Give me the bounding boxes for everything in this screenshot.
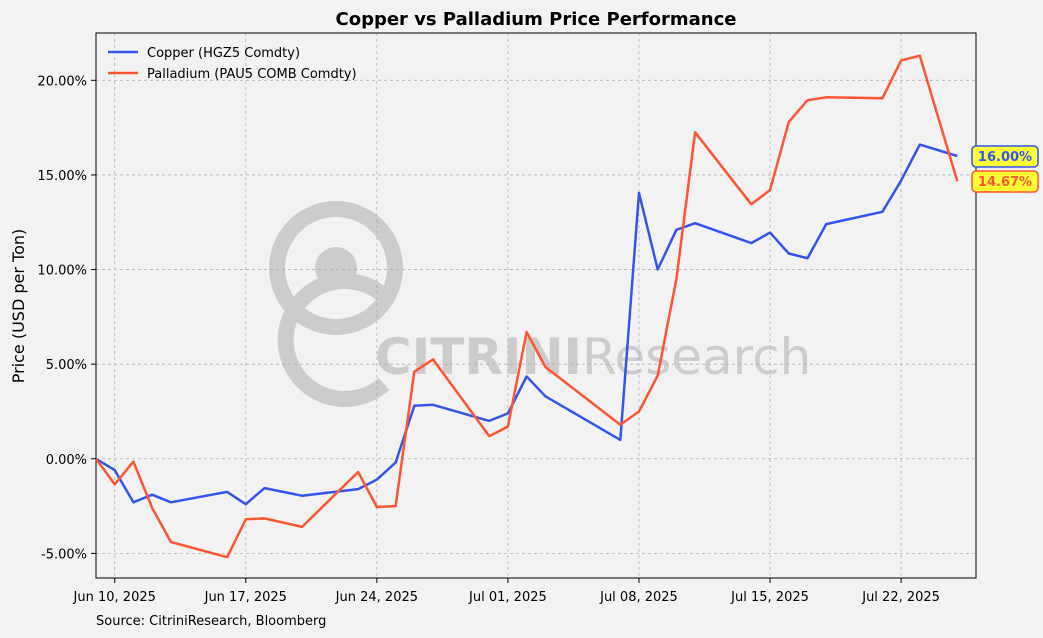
watermark-strong: CITRINI (375, 328, 582, 386)
y-tick-label: 15.00% (37, 169, 87, 184)
series-line-palladium (94, 54, 959, 559)
gridlines (96, 33, 976, 578)
legend-label-copper: Copper (HGZ5 Comdty) (147, 46, 300, 61)
end-label-palladium-text: 14.67% (978, 175, 1032, 190)
x-tick-label: Jul 22, 2025 (861, 590, 940, 605)
y-tick-label: 20.00% (37, 74, 87, 89)
y-tick-label: 10.00% (37, 264, 87, 279)
chart-title: Copper vs Palladium Price Performance (336, 9, 737, 30)
x-tick-label: Jun 24, 2025 (335, 590, 418, 605)
y-axis-label: Price (USD per Ton) (9, 229, 28, 384)
end-value-labels: 16.00% 14.67% (971, 145, 1039, 193)
legend: Copper (HGZ5 Comdty) Palladium (PAU5 COM… (108, 46, 357, 82)
legend-label-palladium: Palladium (PAU5 COMB Comdty) (147, 67, 357, 82)
legend-item-copper: Copper (HGZ5 Comdty) (108, 46, 300, 61)
x-tick-label: Jul 01, 2025 (468, 590, 547, 605)
end-label-palladium: 14.67% (971, 170, 1039, 193)
citrini-watermark-logo: CITRINIResearch (269, 201, 811, 407)
x-tick-label: Jun 17, 2025 (204, 590, 287, 605)
citrini-watermark-text: CITRINIResearch (375, 328, 811, 386)
x-tick-label: Jul 08, 2025 (599, 590, 678, 605)
y-tick-label: 5.00% (46, 358, 87, 373)
x-tick-label: Jun 10, 2025 (73, 590, 156, 605)
source-note: Source: CitriniResearch, Bloomberg (96, 614, 326, 629)
end-label-copper-text: 16.00% (978, 150, 1032, 165)
end-label-copper-box (971, 145, 1039, 168)
end-label-palladium-box (971, 170, 1039, 193)
watermark-light: Research (582, 328, 811, 386)
x-tick-label: Jul 15, 2025 (730, 590, 809, 605)
y-tick-label: 0.00% (46, 453, 87, 468)
y-tick-label: -5.00% (41, 547, 87, 562)
series-line-copper (95, 143, 958, 506)
plot-area-frame (95, 32, 977, 579)
legend-item-palladium: Palladium (PAU5 COMB Comdty) (108, 67, 357, 82)
citrini-logo-mark (269, 201, 403, 407)
end-label-copper: 16.00% (971, 145, 1039, 168)
